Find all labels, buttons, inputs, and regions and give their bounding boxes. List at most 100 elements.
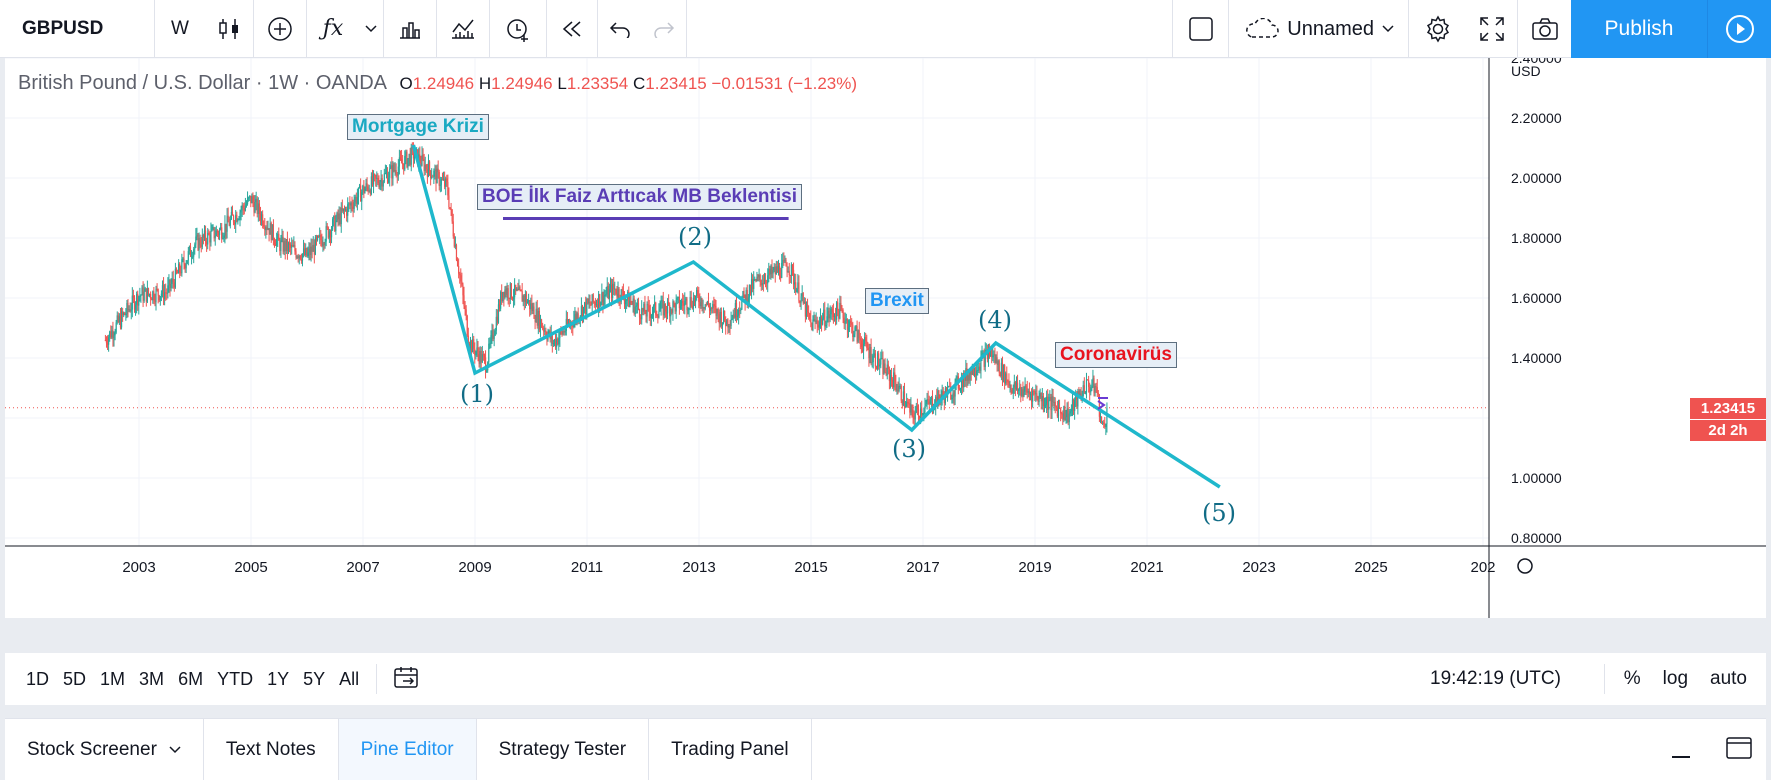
range-ytd[interactable]: YTD	[217, 668, 254, 689]
fullscreen-layout-icon[interactable]	[1172, 0, 1228, 58]
chevron-down-icon[interactable]	[359, 0, 383, 58]
candle-body	[1038, 396, 1040, 403]
candle-body	[483, 355, 486, 358]
candle-body	[526, 301, 529, 304]
tab-trading-panel[interactable]: Trading Panel	[649, 719, 812, 780]
layout-selector[interactable]: Unnamed	[1228, 0, 1409, 58]
candle-body	[243, 207, 245, 211]
candle-body	[644, 303, 646, 314]
candle-body	[647, 304, 649, 306]
candle-body	[736, 315, 739, 317]
low-value: 1.23354	[566, 74, 629, 93]
candle-body	[532, 306, 534, 311]
wave-label-4[interactable]: (4)	[978, 306, 1012, 334]
interval-button[interactable]: W	[171, 17, 189, 39]
range-1d[interactable]: 1D	[26, 668, 50, 689]
candle-body	[789, 274, 791, 276]
top-toolbar: GBPUSD W ƒx Unnamed	[0, 0, 1771, 58]
minimize-panel-icon[interactable]	[1670, 737, 1692, 764]
wave-label-3[interactable]: (3)	[892, 435, 926, 463]
tab-text-notes[interactable]: Text Notes	[204, 719, 339, 780]
maximize-panel-icon[interactable]	[1726, 736, 1752, 764]
alert-icon[interactable]	[490, 0, 546, 58]
range-6m[interactable]: 6M	[178, 668, 204, 689]
range-1m[interactable]: 1M	[100, 668, 126, 689]
fullscreen-icon[interactable]	[1467, 0, 1517, 58]
range-1y[interactable]: 1Y	[267, 668, 290, 689]
candle-body	[302, 248, 305, 254]
candle-body	[816, 320, 818, 325]
goto-date-icon[interactable]	[387, 665, 425, 694]
replay-icon[interactable]	[547, 0, 597, 58]
candle-body	[507, 288, 509, 299]
candle-body	[502, 291, 504, 302]
auto-scale-button[interactable]: auto	[1710, 668, 1747, 689]
candle-body	[1056, 407, 1058, 417]
wave-label-1[interactable]: (1)	[460, 380, 494, 408]
candle-body	[636, 302, 638, 306]
compare-add-icon[interactable]	[254, 0, 306, 58]
log-scale-button[interactable]: log	[1662, 668, 1689, 689]
candle-body	[710, 307, 712, 311]
range-3m[interactable]: 3M	[139, 668, 165, 689]
price-chart[interactable]: 2.40000 2.20000 2.00000 1.80000 1.60000 1.400…	[5, 58, 1766, 618]
annotation-boe[interactable]: BOE İlk Faiz Arttıcak MB Beklentisi	[477, 184, 802, 210]
candle-body	[724, 311, 726, 321]
symbol-search[interactable]: GBPUSD	[0, 0, 155, 58]
annotation-brexit[interactable]: Brexit	[865, 288, 929, 314]
candle-body	[672, 301, 674, 313]
chart-pane[interactable]: 2.40000 2.20000 2.00000 1.80000 1.60000 1.400…	[5, 58, 1766, 618]
candle-body	[1027, 391, 1029, 393]
candle-body	[361, 192, 363, 202]
candle-body	[281, 236, 283, 241]
tab-strategy-tester[interactable]: Strategy Tester	[477, 719, 650, 780]
candle-body	[734, 302, 736, 318]
candle-body	[204, 230, 207, 242]
candle-body	[575, 314, 577, 321]
candle-body	[398, 157, 400, 167]
candle-body	[104, 340, 106, 341]
candles-icon[interactable]	[205, 0, 253, 58]
candle-body	[382, 181, 384, 187]
clock-time[interactable]: 19:42:19 (UTC)	[1430, 668, 1561, 689]
annotation-mortgage[interactable]: Mortgage Krizi	[347, 114, 489, 140]
candle-body	[1021, 389, 1023, 396]
candle-body	[691, 305, 693, 309]
candle-body	[786, 266, 788, 273]
wave-label-2[interactable]: (2)	[678, 223, 712, 251]
range-all[interactable]: All	[339, 668, 360, 689]
candle-body	[368, 190, 370, 192]
price-tick-label: 0.80000	[1511, 530, 1562, 546]
annotation-coronavirus[interactable]: Coronavirüs	[1055, 342, 1177, 368]
candle-body	[622, 290, 624, 299]
financials-icon[interactable]	[384, 0, 436, 58]
candle-body	[787, 271, 789, 273]
publish-button[interactable]: Publish	[1571, 0, 1707, 58]
candle-body	[150, 294, 152, 299]
candle-body	[1061, 413, 1063, 415]
candle-body	[612, 283, 614, 298]
candle-body	[108, 337, 110, 345]
candle-body	[834, 316, 837, 320]
range-5y[interactable]: 5Y	[303, 668, 326, 689]
candle-body	[352, 206, 354, 209]
candle-body	[325, 226, 327, 242]
candle-body	[330, 229, 333, 238]
tab-pine-editor[interactable]: Pine Editor	[338, 719, 477, 780]
candle-body	[188, 246, 190, 252]
range-5d[interactable]: 5D	[63, 668, 87, 689]
camera-icon[interactable]	[1517, 0, 1571, 58]
candle-body	[909, 403, 911, 413]
undo-icon[interactable]	[598, 0, 642, 58]
tab-stock-screener[interactable]: Stock Screener	[5, 719, 204, 780]
candle-body	[655, 302, 657, 315]
wave-label-5[interactable]: (5)	[1202, 499, 1236, 527]
indicators-icon[interactable]: ƒx	[322, 16, 344, 41]
play-icon[interactable]	[1707, 0, 1771, 58]
candle-body	[416, 149, 418, 151]
templates-icon[interactable]	[437, 0, 489, 58]
candle-body	[615, 288, 617, 294]
settings-gear-icon[interactable]	[1409, 0, 1467, 58]
percent-scale-button[interactable]: %	[1623, 668, 1641, 689]
redo-icon[interactable]	[642, 0, 686, 58]
